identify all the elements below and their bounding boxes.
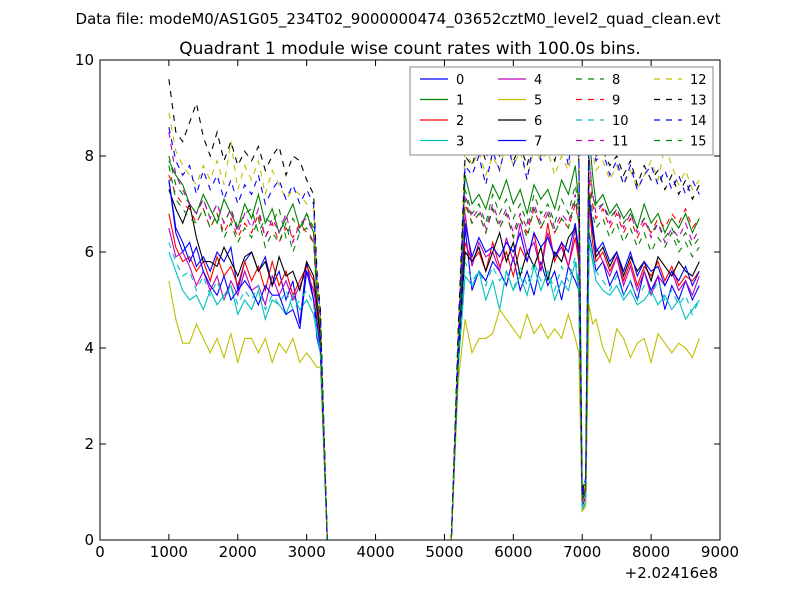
x-tick-label: 0	[95, 543, 105, 561]
y-tick-label: 0	[84, 531, 94, 549]
series-line-3	[168, 242, 700, 541]
y-tick-label: 4	[84, 339, 94, 357]
series-line-9	[168, 175, 700, 541]
x-offset-label: +2.02416e8	[625, 564, 718, 582]
legend-label-11: 11	[612, 135, 629, 150]
series-line-1	[168, 131, 700, 541]
x-tick-label: 6000	[494, 543, 532, 561]
series-line-8	[168, 155, 700, 541]
y-tick-label: 6	[84, 243, 94, 261]
legend-label-1: 1	[456, 94, 464, 109]
x-tick-label: 2000	[219, 543, 257, 561]
legend-label-10: 10	[612, 114, 629, 129]
series-line-6	[168, 189, 700, 541]
x-tick-label: 8000	[632, 543, 670, 561]
series-line-13	[168, 79, 700, 541]
series-line-12	[168, 112, 700, 541]
legend-label-13: 13	[690, 94, 707, 109]
series-line-0	[168, 179, 700, 541]
legend-label-14: 14	[690, 114, 707, 129]
legend-label-5: 5	[534, 94, 542, 109]
ticks-layer: 0 1000 2000 3000 4000 5000 6000 7000 8000 9000 0 2 4…	[75, 51, 739, 561]
legend-label-8: 8	[612, 73, 620, 88]
legend-label-15: 15	[690, 135, 707, 150]
x-tick-label: 7000	[563, 543, 601, 561]
data-file-caption: Data file: modeM0/AS1G05_234T02_90000004…	[76, 10, 721, 29]
y-tick-label: 2	[84, 435, 94, 453]
series-line-4	[168, 194, 700, 541]
series-line-7	[168, 179, 700, 541]
x-tick-label: 1000	[150, 543, 188, 561]
legend-box	[409, 66, 714, 156]
x-tick-label: 3000	[288, 543, 326, 561]
legend-label-2: 2	[456, 114, 464, 129]
series-line-11	[168, 131, 700, 541]
legend-label-0: 0	[456, 73, 464, 88]
legend-label-3: 3	[456, 135, 464, 150]
x-tick-label: 9000	[701, 543, 739, 561]
x-tick-label: 4000	[356, 543, 394, 561]
y-tick-label: 10	[75, 51, 94, 69]
y-tick-label: 8	[84, 147, 94, 165]
series-line-10	[168, 227, 700, 541]
legend-label-12: 12	[690, 73, 707, 88]
series-line-14	[168, 98, 700, 541]
series-line-5	[168, 280, 700, 541]
x-tick-label: 5000	[425, 543, 463, 561]
plot-frame	[99, 59, 721, 541]
chart-title: Quadrant 1 module wise count rates with …	[179, 39, 640, 59]
legend-label-9: 9	[612, 94, 620, 109]
legend-label-4: 4	[534, 73, 542, 88]
legend-label-7: 7	[534, 135, 542, 150]
legend-label-6: 6	[534, 114, 542, 129]
